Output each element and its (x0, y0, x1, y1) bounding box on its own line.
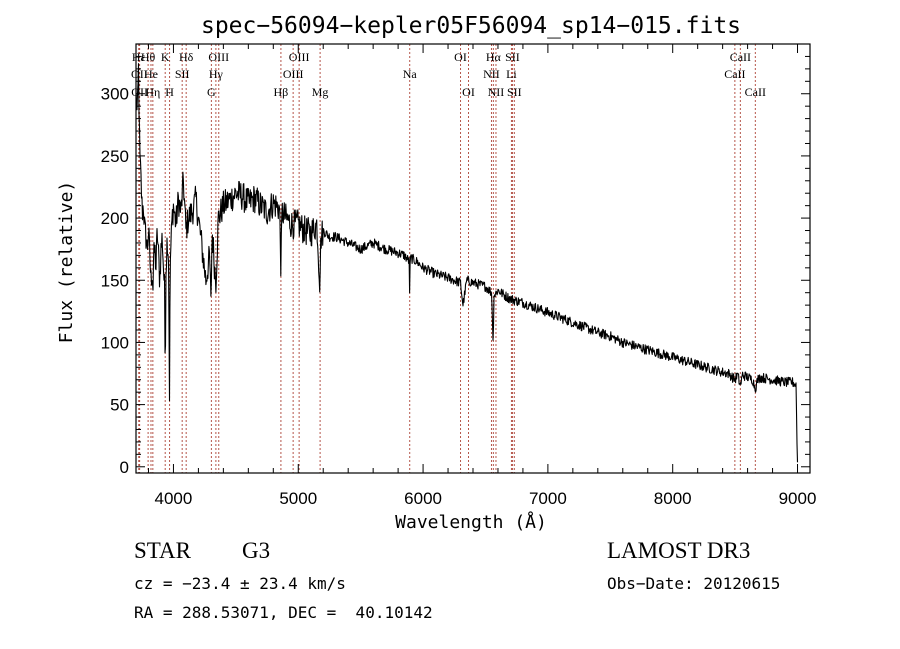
emission-line-labels: HεOIIOIIHθHeHηKHSIIHδGHγOIIIHβOIIIOIIIMg… (131, 50, 766, 99)
line-marker-label: SII (507, 85, 522, 99)
redshift-cz: cz = −23.4 ± 23.4 km/s (134, 574, 346, 593)
line-marker-label: Hδ (179, 50, 194, 64)
x-axis-label: Wavelength (Å) (395, 511, 547, 533)
line-marker-label: Hε (132, 50, 146, 64)
line-marker-label: SII (175, 67, 190, 81)
y-axis-label: Flux (relative) (56, 181, 77, 344)
x-tick-label: 9000 (779, 489, 817, 508)
line-marker-label: Hα (486, 50, 502, 64)
x-tick-label: 5000 (279, 489, 317, 508)
line-marker-label: Hθ (141, 50, 156, 64)
line-marker-label: Hγ (209, 67, 224, 81)
x-tick-label: 4000 (155, 489, 193, 508)
line-marker-label: NII (488, 85, 505, 99)
observation-date: Obs−Date: 20120615 (607, 574, 781, 593)
y-tick-label: 50 (110, 396, 129, 415)
y-tick-label: 0 (120, 458, 129, 477)
y-axis: 0 50 100 150 200 250 300 (101, 55, 810, 477)
line-marker-label: OIII (283, 67, 304, 81)
y-tick-label: 300 (101, 85, 129, 104)
x-tick-label: 8000 (654, 489, 692, 508)
line-marker-label: Li (506, 67, 517, 81)
object-subclass: G3 (242, 538, 271, 563)
line-marker-label: Mg (312, 85, 329, 99)
y-tick-label: 150 (101, 271, 129, 290)
line-marker-label: CaII (730, 50, 751, 64)
line-marker-label: OI (454, 50, 467, 64)
line-marker-label: G (207, 85, 216, 99)
y-tick-label: 100 (101, 333, 129, 352)
line-marker-label: K (161, 50, 170, 64)
line-marker-label: SII (505, 50, 520, 64)
plot-frame (135, 43, 811, 474)
line-marker-label: He (144, 67, 158, 81)
coordinates: RA = 288.53071, DEC = 40.10142 (134, 603, 433, 622)
line-marker-label: Hβ (274, 85, 289, 99)
line-marker-label: OIII (289, 50, 310, 64)
line-marker-label: OII (131, 67, 148, 81)
line-marker-label: OI (462, 85, 475, 99)
x-tick-label: 6000 (404, 489, 442, 508)
spectrum-line (135, 63, 799, 463)
line-marker-label: OIII (208, 50, 229, 64)
line-marker-label: H (165, 85, 174, 99)
line-marker-label: Hη (145, 85, 160, 99)
emission-line-markers (138, 44, 756, 473)
y-tick-label: 200 (101, 209, 129, 228)
chart-title: spec−56094−kepler05F56094_sp14−015.fits (201, 13, 741, 39)
line-marker-label: NII (483, 67, 500, 81)
object-class: STAR (134, 538, 191, 563)
line-marker-label: Na (403, 67, 418, 81)
x-axis: 4000 5000 6000 7000 8000 9000 (147, 44, 817, 508)
line-marker-label: CaII (724, 67, 745, 81)
survey-label: LAMOST DR3 (607, 538, 751, 563)
line-marker-label: CaII (745, 85, 766, 99)
x-tick-label: 7000 (529, 489, 567, 508)
y-tick-label: 250 (101, 147, 129, 166)
